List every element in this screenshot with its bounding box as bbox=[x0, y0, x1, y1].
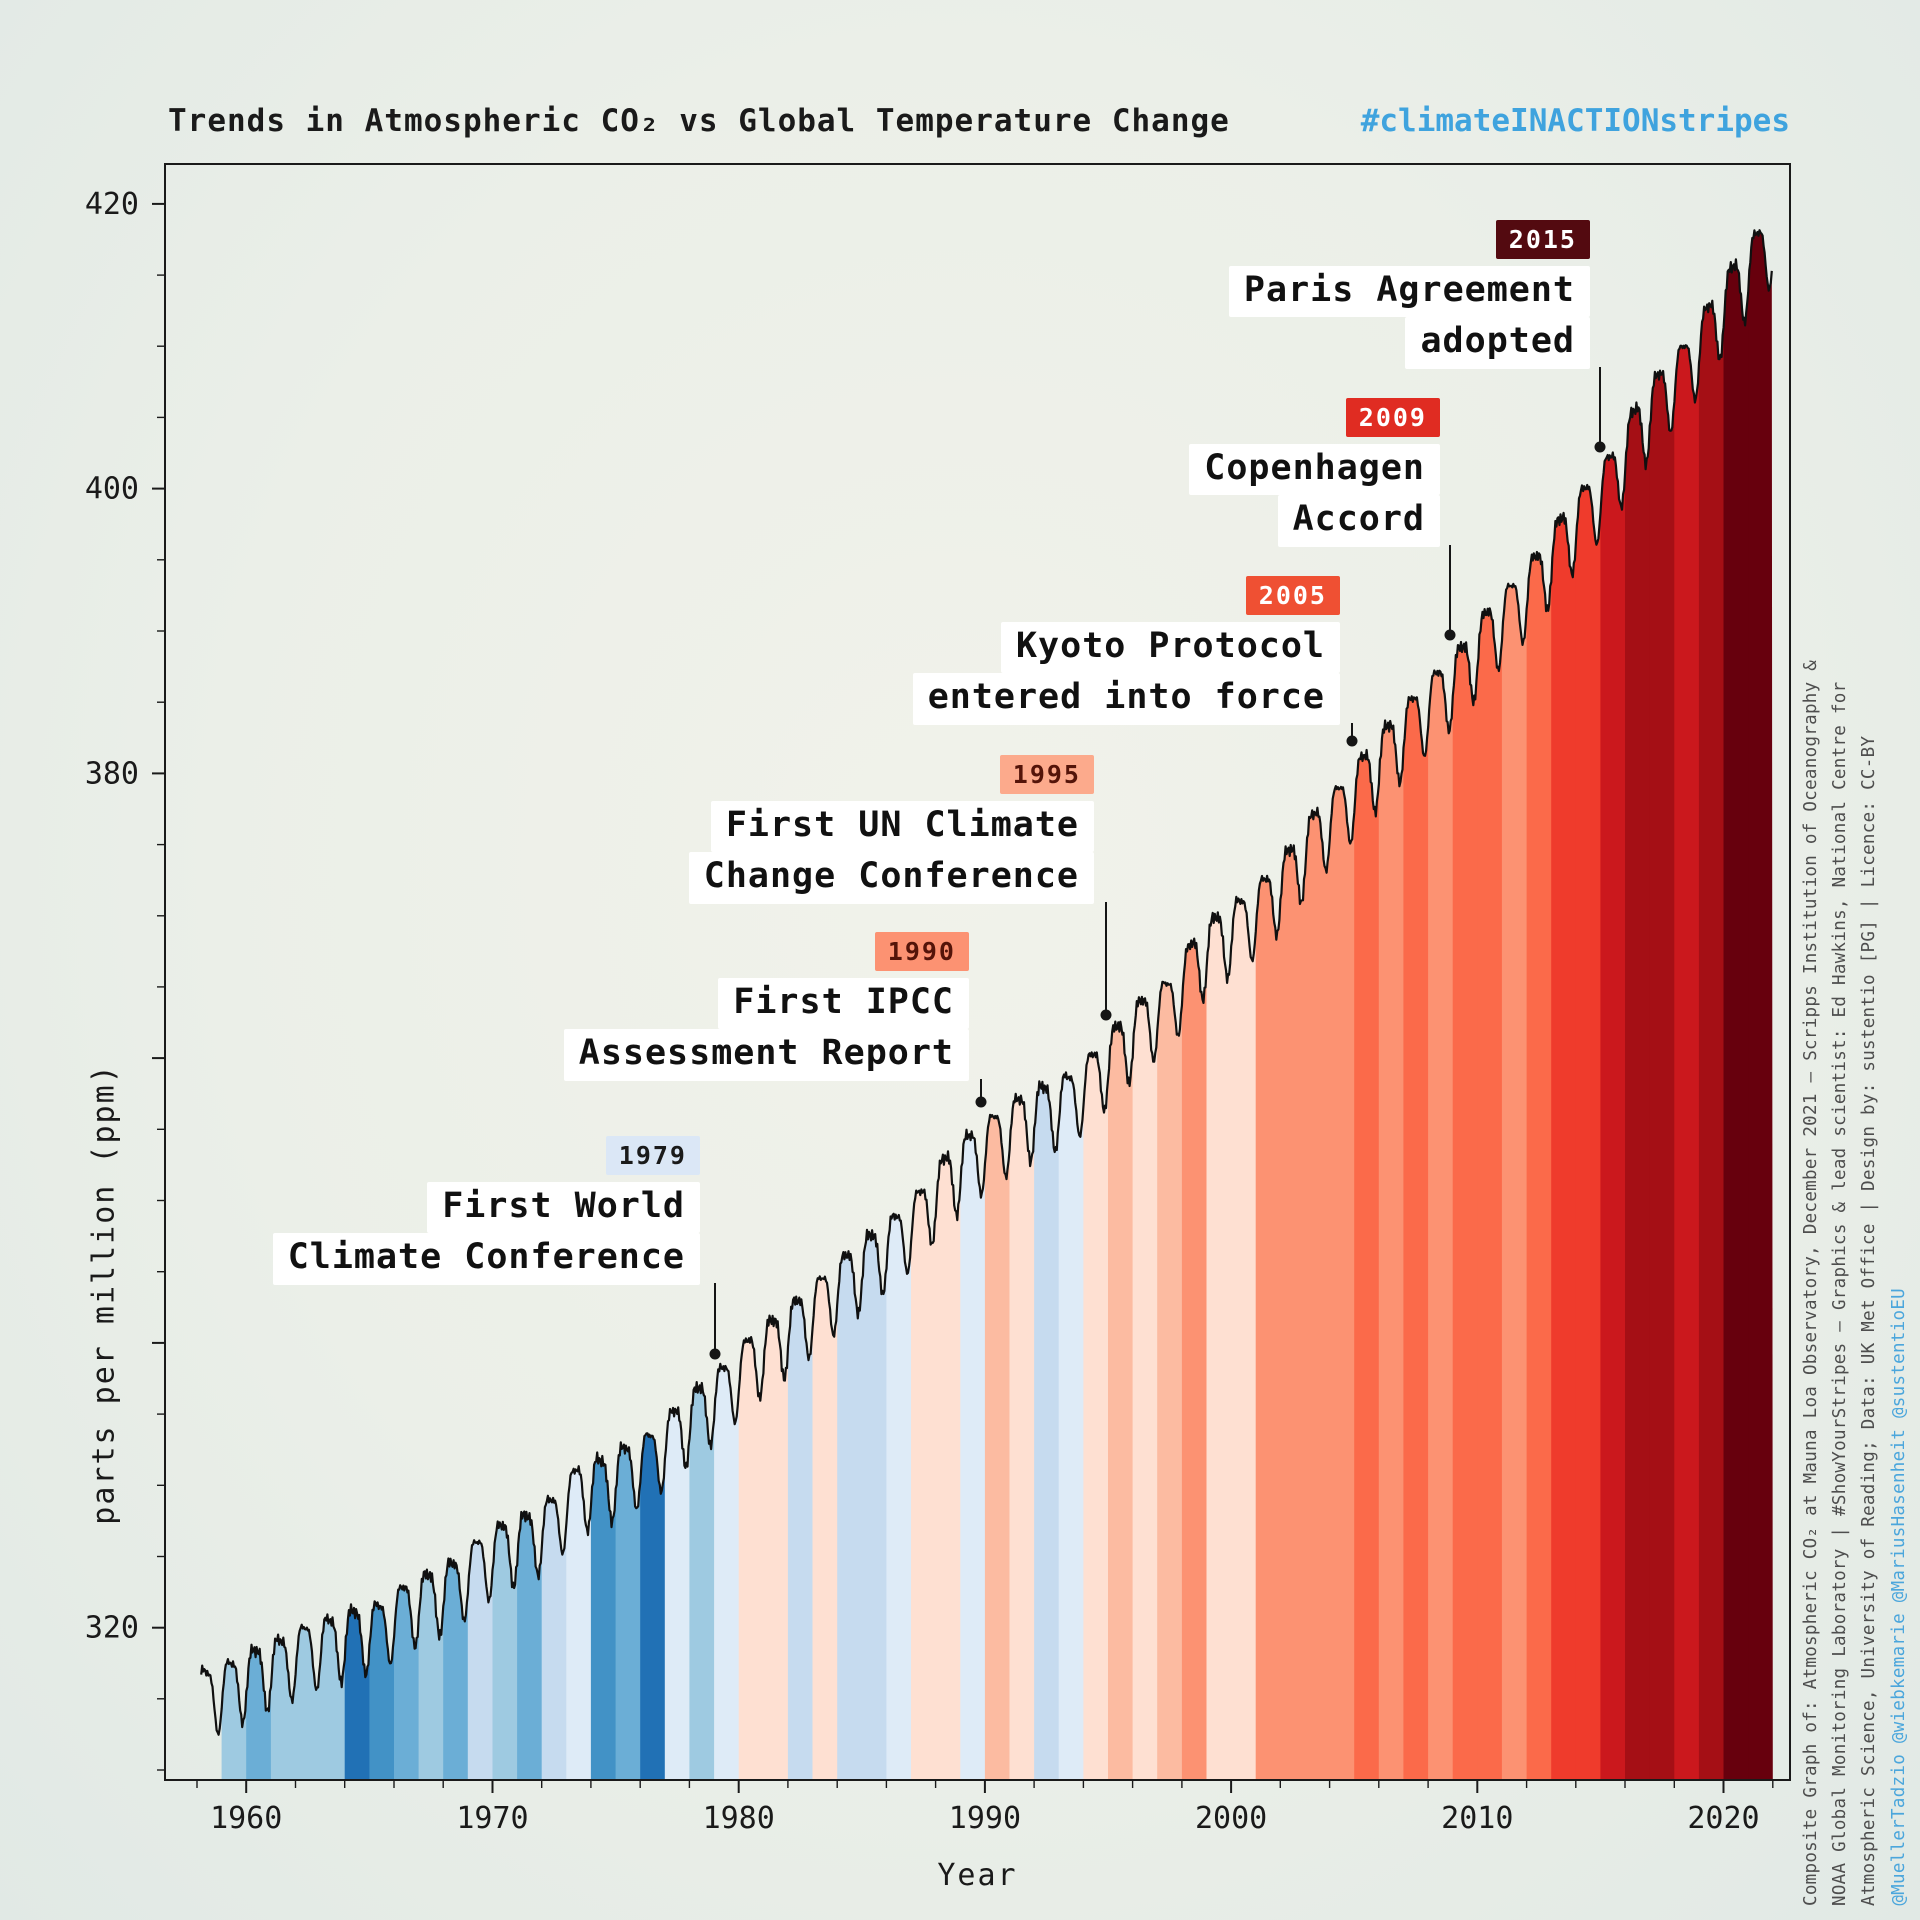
annotation-leader-line bbox=[980, 1079, 983, 1098]
annotation-text: Kyoto Protocol bbox=[1000, 622, 1340, 674]
annotation-dot bbox=[1346, 735, 1358, 747]
warming-stripe-2016 bbox=[1625, 230, 1651, 1780]
x-tick-label: 2000 bbox=[1195, 1801, 1267, 1836]
annotation-leader-line bbox=[1350, 723, 1353, 736]
x-tick-label: 1960 bbox=[210, 1801, 282, 1836]
warming-stripe-1995 bbox=[1108, 230, 1134, 1780]
event-annotation-2005: 2005 Kyoto Protocol entered into force bbox=[912, 576, 1340, 725]
warming-stripe-2019 bbox=[1698, 230, 1725, 1780]
annotation-text: Change Conference bbox=[688, 852, 1094, 904]
annotation-text: adopted bbox=[1405, 317, 1590, 369]
y-tick-label: 380 bbox=[85, 756, 139, 791]
event-annotation-1979: 1979 First World Climate Conference bbox=[272, 1136, 700, 1285]
warming-stripe-2014 bbox=[1575, 230, 1601, 1780]
warming-stripe-1993 bbox=[1058, 230, 1084, 1780]
annotation-year-badge: 1995 bbox=[999, 755, 1094, 794]
credit-line-3: Atmospheric Science, University of Readi… bbox=[1859, 735, 1880, 1906]
annotation-dot bbox=[709, 1348, 721, 1360]
warming-stripe-1990 bbox=[984, 230, 1011, 1780]
x-tick-label: 1970 bbox=[456, 1801, 528, 1836]
x-axis-title: Year bbox=[937, 1858, 1018, 1893]
warming-stripe-1967 bbox=[418, 230, 444, 1780]
co2-curve bbox=[200, 229, 1773, 1736]
annotation-year-badge: 2009 bbox=[1345, 398, 1440, 437]
annotation-text: entered into force bbox=[912, 673, 1340, 725]
warming-stripe-1963 bbox=[320, 230, 346, 1780]
warming-stripe-1962 bbox=[295, 230, 321, 1780]
warming-stripe-2017 bbox=[1649, 230, 1675, 1780]
y-tick-label: 320 bbox=[85, 1611, 139, 1646]
warming-stripe-1992 bbox=[1034, 230, 1060, 1780]
campaign-hashtag: #climateINACTIONstripes bbox=[1360, 103, 1790, 139]
annotation-year-badge: 1979 bbox=[605, 1136, 700, 1175]
annotation-leader-line bbox=[714, 1283, 717, 1350]
annotation-leader-line bbox=[1104, 902, 1107, 1011]
event-annotation-1990: 1990 First IPCC Assessment Report bbox=[563, 932, 969, 1081]
warming-stripe-1964 bbox=[344, 230, 370, 1780]
credits-sidebar: Composite Graph of: Atmospheric CO₂ at M… bbox=[1799, 12, 1913, 1906]
warming-stripe-1971 bbox=[517, 230, 543, 1780]
warming-stripe-1969 bbox=[467, 230, 493, 1780]
event-annotation-1995: 1995 First UN Climate Change Conference bbox=[688, 755, 1094, 904]
warming-stripe-2020 bbox=[1723, 230, 1749, 1780]
warming-stripe-2015 bbox=[1600, 230, 1626, 1780]
annotation-leader-line bbox=[1599, 367, 1602, 443]
annotation-dot bbox=[1594, 441, 1606, 453]
warming-stripe-1965 bbox=[369, 230, 395, 1780]
twitter-handles: @MuellerTadzio @wiebkemarie @MariusHasen… bbox=[1888, 1288, 1909, 1906]
annotation-dot bbox=[1444, 629, 1456, 641]
annotation-text: First UN Climate bbox=[710, 801, 1094, 853]
credit-line-1: Composite Graph of: Atmospheric CO₂ at M… bbox=[1800, 659, 1821, 1906]
warming-stripe-2018 bbox=[1674, 230, 1700, 1780]
annotation-dot bbox=[975, 1096, 987, 1108]
warming-stripe-2012 bbox=[1526, 230, 1552, 1780]
credit-line-2: NOAA Global Monitoring Laboratory | #Sho… bbox=[1829, 681, 1850, 1906]
plot-frame bbox=[164, 163, 1791, 1781]
warming-stripe-1991 bbox=[1009, 230, 1035, 1780]
annotation-text: Paris Agreement bbox=[1228, 266, 1590, 318]
warming-stripe-2011 bbox=[1501, 230, 1528, 1780]
x-tick-label: 2020 bbox=[1687, 1801, 1759, 1836]
annotation-leader-line bbox=[1449, 545, 1452, 631]
warming-stripe-1966 bbox=[394, 230, 420, 1780]
warming-stripe-2021 bbox=[1748, 230, 1773, 1780]
annotation-text: Climate Conference bbox=[272, 1233, 700, 1285]
annotation-year-badge: 2005 bbox=[1245, 576, 1340, 615]
event-annotation-2015: 2015 Paris Agreement adopted bbox=[1228, 220, 1590, 369]
event-annotation-2009: 2009 Copenhagen Accord bbox=[1189, 398, 1440, 547]
x-tick-label: 1980 bbox=[703, 1801, 775, 1836]
warming-stripe-1997 bbox=[1157, 230, 1183, 1780]
annotation-text: First World bbox=[427, 1182, 700, 1234]
warming-stripe-2009 bbox=[1452, 230, 1478, 1780]
annotation-dot bbox=[1100, 1009, 1112, 1021]
annotation-year-badge: 2015 bbox=[1495, 220, 1590, 259]
warming-stripes bbox=[221, 230, 1773, 1780]
annotation-text: Assessment Report bbox=[563, 1029, 969, 1081]
warming-stripe-2013 bbox=[1551, 230, 1577, 1780]
annotation-text: Accord bbox=[1277, 495, 1440, 547]
y-tick-label: 400 bbox=[85, 472, 139, 507]
y-tick-label: 420 bbox=[85, 187, 139, 222]
warming-stripe-1996 bbox=[1132, 230, 1158, 1780]
warming-stripe-1959 bbox=[221, 230, 247, 1780]
annotation-year-badge: 1990 bbox=[874, 932, 969, 971]
warming-stripe-2010 bbox=[1477, 230, 1503, 1780]
annotation-text: First IPCC bbox=[718, 978, 969, 1030]
chart-title: Trends in Atmospheric CO₂ vs Global Temp… bbox=[168, 103, 1230, 139]
annotation-text: Copenhagen bbox=[1189, 444, 1440, 496]
warming-stripe-1961 bbox=[270, 230, 297, 1780]
x-tick-label: 2010 bbox=[1441, 1801, 1513, 1836]
warming-stripe-1960 bbox=[246, 230, 272, 1780]
y-axis-title: parts per million (ppm) bbox=[86, 1063, 122, 1525]
warming-stripe-1968 bbox=[443, 230, 469, 1780]
x-tick-label: 1990 bbox=[949, 1801, 1021, 1836]
